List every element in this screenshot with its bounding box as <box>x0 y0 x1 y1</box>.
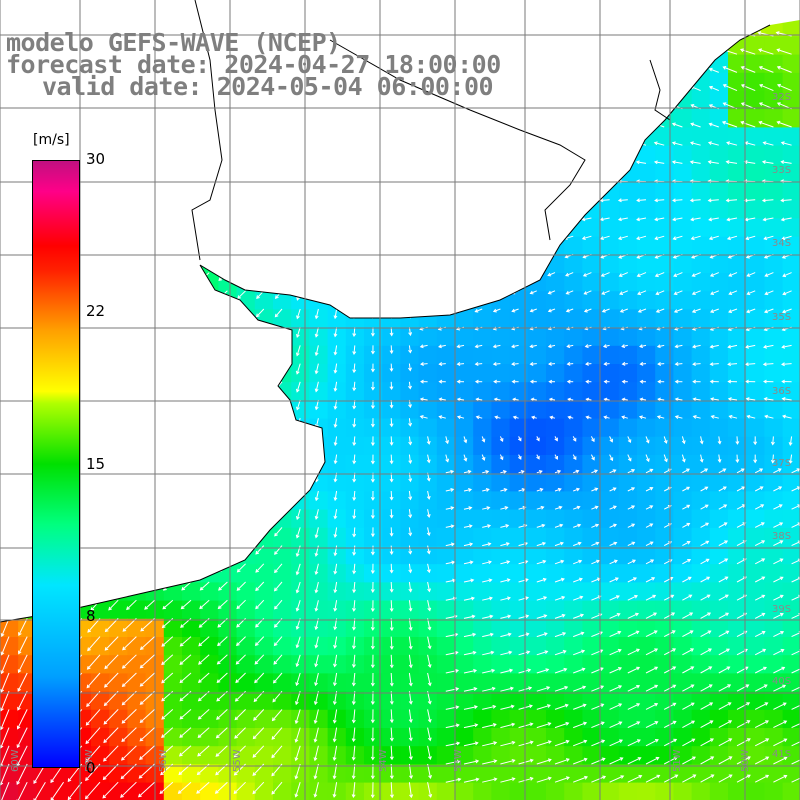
forecast-date: forecast date: 2024-04-27 18:00:00 <box>6 50 501 79</box>
lon-label: 58W <box>84 749 95 772</box>
model-title: modelo GEFS-WAVE (NCEP) <box>6 28 341 57</box>
lon-label: 50W <box>740 749 751 772</box>
lat-label: 35S <box>772 312 791 323</box>
coastline <box>0 0 771 623</box>
colorbar-tick-30: 30 <box>86 150 106 168</box>
colorbar-tick-0: 0 <box>86 759 96 777</box>
lon-label: 56W <box>158 749 169 772</box>
lon-label: 60W <box>10 749 21 772</box>
colorbar-tick-8: 8 <box>86 607 96 625</box>
lat-label: 39S <box>772 604 791 615</box>
colorbar-unit: [m/s] <box>33 132 70 148</box>
lat-label: 32S <box>772 92 791 103</box>
lon-label: 55W <box>232 749 243 772</box>
lat-label: 41S <box>772 749 791 760</box>
lat-label: 38S <box>772 531 791 542</box>
colorbar-tick-15: 15 <box>86 455 106 473</box>
lat-label: 36S <box>772 386 791 397</box>
colorbar-tick-22: 22 <box>86 302 106 320</box>
lon-label: 53W <box>453 749 464 772</box>
longitude-labels: 60W 58W 56W 55W 54W 53W 51W 50W <box>10 749 751 772</box>
colorbar <box>32 160 80 768</box>
lon-label: 51W <box>672 749 683 772</box>
lat-label: 34S <box>772 238 791 249</box>
lat-label: 33S <box>772 165 791 176</box>
latitude-labels: 32S 33S 34S 35S 36S 37S 38S 39S 40S 41S <box>772 92 791 760</box>
valid-date: valid date: 2024-05-04 06:00:00 <box>42 72 494 101</box>
lat-label: 37S <box>772 458 791 469</box>
lat-label: 40S <box>772 676 791 687</box>
lon-label: 54W <box>378 749 389 772</box>
